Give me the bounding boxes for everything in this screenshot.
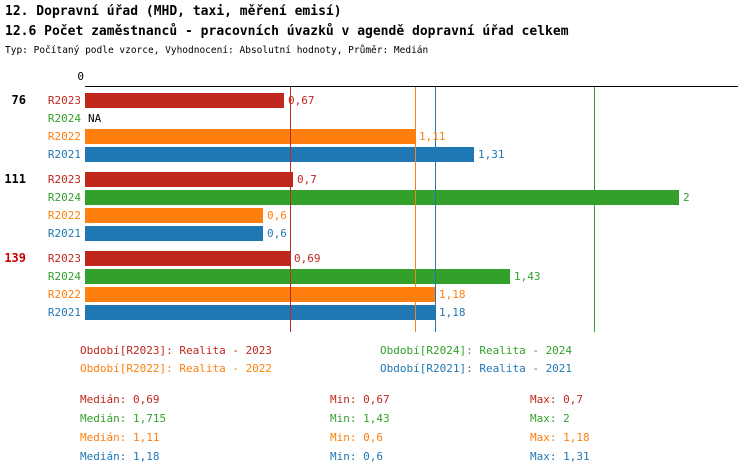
chart-bar-r2022	[85, 287, 435, 302]
series-label-r2023: R2023	[47, 173, 81, 186]
legend-item-r2023: Období[R2023]: Realita - 2023	[80, 344, 273, 357]
chart-bar-r2021	[85, 305, 435, 320]
bar-value-label: 1,18	[439, 288, 466, 301]
chart-bar-r2023	[85, 93, 284, 108]
group-label-139: 139	[4, 251, 26, 265]
chart-meta: Typ: Počítaný podle vzorce, Vyhodnocení:…	[5, 45, 429, 56]
stat-max-r2022: Max: 1,18	[530, 431, 590, 444]
chart-bar-r2022	[85, 129, 415, 144]
series-label-r2024: R2024	[47, 112, 81, 125]
bar-value-label: 0,69	[294, 252, 321, 265]
median-line-r2021	[435, 87, 436, 332]
series-label-r2022: R2022	[47, 130, 81, 143]
bar-value-label: 0,6	[267, 209, 287, 222]
series-label-r2021: R2021	[47, 148, 81, 161]
series-label-r2021: R2021	[47, 227, 81, 240]
series-label-r2024: R2024	[47, 270, 81, 283]
stat-median-r2021: Medián: 1,18	[80, 450, 160, 463]
stat-min-r2024: Min: 1,43	[330, 412, 390, 425]
stat-min-r2023: Min: 0,67	[330, 393, 390, 406]
group-label-111: 111	[4, 172, 26, 186]
stat-min-r2022: Min: 0,6	[330, 431, 383, 444]
chart-title: 12. Dopravní úřad (MHD, taxi, měření emi…	[5, 4, 342, 19]
legend-item-r2022: Období[R2022]: Realita - 2022	[80, 362, 273, 375]
series-label-r2023: R2023	[47, 252, 81, 265]
series-label-r2024: R2024	[47, 191, 81, 204]
bar-value-label: 0,6	[267, 227, 287, 240]
bar-value-label: 0,67	[288, 94, 315, 107]
series-label-r2023: R2023	[47, 94, 81, 107]
chart-bar-r2024	[85, 269, 510, 284]
axis-tick-label-0: 0	[77, 70, 84, 83]
bar-value-label: 2	[683, 191, 690, 204]
bar-value-label: 1,18	[439, 306, 466, 319]
legend-item-r2021: Období[R2021]: Realita - 2021	[380, 362, 573, 375]
chart-bar-r2021	[85, 147, 474, 162]
series-label-r2021: R2021	[47, 306, 81, 319]
chart-subtitle: 12.6 Počet zaměstnanců - pracovních úvaz…	[5, 24, 569, 39]
bar-value-label: 0,7	[297, 173, 317, 186]
chart-bar-r2023	[85, 251, 290, 266]
chart-bar-r2024	[85, 190, 679, 205]
bar-value-label: 1,31	[478, 148, 505, 161]
series-label-r2022: R2022	[47, 209, 81, 222]
bar-value-label: NA	[88, 112, 102, 125]
stat-median-r2022: Medián: 1,11	[80, 431, 160, 444]
legend-item-r2024: Období[R2024]: Realita - 2024	[380, 344, 573, 357]
x-axis-line	[85, 86, 738, 87]
series-label-r2022: R2022	[47, 288, 81, 301]
group-label-76: 76	[11, 93, 26, 107]
chart-bar-r2023	[85, 172, 293, 187]
stat-median-r2024: Medián: 1,715	[80, 412, 167, 425]
bar-value-label: 1,11	[419, 130, 446, 143]
stat-min-r2021: Min: 0,6	[330, 450, 383, 463]
median-line-r2022	[415, 87, 416, 332]
stat-median-r2023: Medián: 0,69	[80, 393, 160, 406]
stat-max-r2024: Max: 2	[530, 412, 570, 425]
bar-value-label: 1,43	[514, 270, 541, 283]
median-line-r2024	[594, 87, 595, 332]
median-line-r2023	[290, 87, 291, 332]
stat-max-r2021: Max: 1,31	[530, 450, 590, 463]
chart-bar-r2022	[85, 208, 263, 223]
chart-bar-r2021	[85, 226, 263, 241]
stat-max-r2023: Max: 0,7	[530, 393, 583, 406]
